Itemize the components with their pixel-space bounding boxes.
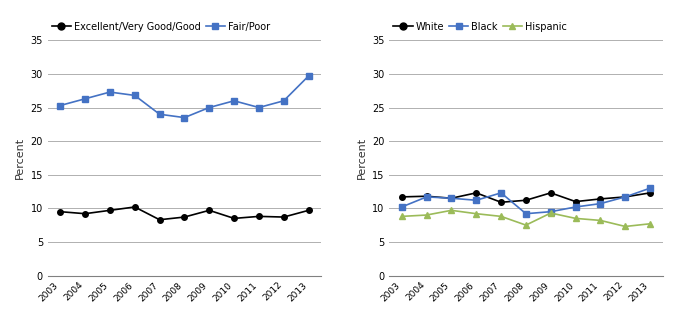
Hispanic [621,224,629,228]
White [423,194,431,198]
Hispanic [447,208,456,212]
Excellent/Very Good/Good [156,218,164,222]
Black [423,195,431,199]
Fair/Poor [230,99,238,103]
Excellent/Very Good/Good [56,210,64,214]
White [447,196,456,200]
Fair/Poor [106,90,114,94]
Excellent/Very Good/Good [205,208,213,212]
Line: Fair/Poor: Fair/Poor [57,73,311,120]
Black [522,212,530,216]
Fair/Poor [255,106,263,110]
Hispanic [596,218,604,222]
Hispanic [423,213,431,217]
Black [447,196,456,200]
Excellent/Very Good/Good [230,216,238,220]
White [546,191,555,195]
Excellent/Very Good/Good [81,212,89,216]
Hispanic [572,216,580,220]
White [621,195,629,199]
White [596,197,604,201]
Black [398,205,406,209]
Black [497,191,505,195]
Hispanic [522,223,530,227]
Fair/Poor [279,99,288,103]
Legend: Excellent/Very Good/Good, Fair/Poor: Excellent/Very Good/Good, Fair/Poor [48,18,274,36]
White [472,191,480,195]
Line: Excellent/Very Good/Good: Excellent/Very Good/Good [57,204,311,222]
Excellent/Very Good/Good [305,208,313,212]
Y-axis label: Percent: Percent [15,137,25,179]
Legend: White, Black, Hispanic: White, Black, Hispanic [389,18,571,36]
Hispanic [497,214,505,218]
Line: Hispanic: Hispanic [399,208,653,229]
Hispanic [398,214,406,218]
White [572,200,580,204]
White [398,195,406,199]
White [646,191,654,195]
Fair/Poor [180,116,189,120]
White [522,198,530,202]
Excellent/Very Good/Good [106,208,114,212]
Black [572,205,580,209]
Excellent/Very Good/Good [255,214,263,218]
Excellent/Very Good/Good [180,215,189,219]
Black [472,198,480,202]
Fair/Poor [205,106,213,110]
Black [621,195,629,199]
Black [546,210,555,214]
Fair/Poor [81,97,89,101]
Hispanic [646,222,654,226]
Excellent/Very Good/Good [130,205,139,209]
Hispanic [546,211,555,215]
Hispanic [472,212,480,216]
Y-axis label: Percent: Percent [357,137,366,179]
Fair/Poor [56,103,64,108]
White [497,200,505,204]
Fair/Poor [130,93,139,97]
Fair/Poor [156,112,164,116]
Black [646,186,654,190]
Line: Black: Black [399,185,653,216]
Excellent/Very Good/Good [279,215,288,219]
Black [596,202,604,206]
Line: White: White [399,190,653,205]
Fair/Poor [305,74,313,78]
